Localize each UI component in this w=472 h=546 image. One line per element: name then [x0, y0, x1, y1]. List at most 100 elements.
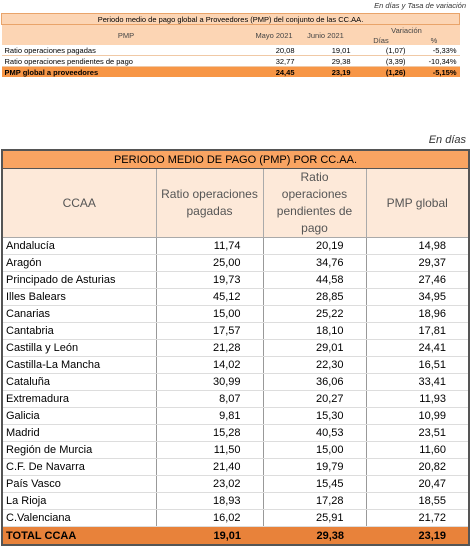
cell: 21,72: [366, 509, 470, 527]
cell: 11,93: [366, 390, 470, 408]
row-label: Región de Murcia: [2, 441, 157, 459]
total-row: TOTAL CCAA 19,01 29,38 23,19: [2, 526, 469, 545]
cell: 17,28: [263, 492, 367, 510]
row: Ratio operaciones pagadas 20,08 19,01 (1,07…: [1, 45, 460, 56]
row-label: La Rioja: [2, 492, 157, 510]
cell: 25,91: [263, 509, 367, 527]
row-label: C.Valenciana: [2, 509, 157, 527]
cell: (1,26): [353, 66, 409, 77]
cell: 24,45: [250, 66, 298, 77]
row: Castilla-La Mancha 14,02 22,30 16,51: [2, 356, 470, 374]
cell: 19,73: [156, 271, 264, 289]
cell: 45,12: [156, 288, 264, 306]
row: Canarias 15,00 25,22 18,96: [2, 305, 470, 323]
cell: 18,55: [366, 492, 470, 510]
row: País Vasco 23,02 15,45 20,47: [2, 475, 470, 493]
header: Junio 2021: [297, 24, 354, 45]
row-label: Andalucía: [2, 237, 157, 255]
cell: 23,19: [366, 526, 469, 545]
row: C.Valenciana 16,02 25,91 21,72: [2, 509, 470, 527]
row-label: Cataluña: [2, 373, 157, 391]
header: Ratio operaciones pendientes de pago: [262, 168, 367, 238]
cell: 17,57: [156, 322, 264, 340]
cell: 40,53: [263, 424, 367, 442]
cell: 15,30: [263, 407, 367, 425]
cell: 20,82: [366, 458, 470, 476]
cell: 25,00: [156, 254, 264, 272]
cell: 16,51: [366, 356, 470, 374]
header: Días: [353, 35, 409, 45]
row: C.F. De Navarra 21,40 19,79 20,82: [2, 458, 470, 476]
header: PMP: [1, 24, 251, 45]
table-title: PERIODO MEDIO DE PAGO (PMP) POR CC.AA.: [2, 150, 469, 169]
cell: 18,96: [366, 305, 470, 323]
cell: 34,76: [263, 254, 367, 272]
cell: 25,22: [263, 305, 367, 323]
cell: 29,38: [263, 526, 366, 545]
cell: 19,79: [263, 458, 367, 476]
row: Principado de Asturias 19,73 44,58 27,46: [2, 271, 470, 289]
cell: 20,27: [263, 390, 367, 408]
cell: 29,37: [366, 254, 470, 272]
cell: 10,99: [366, 407, 470, 425]
row-label: Madrid: [2, 424, 157, 442]
cell: 15,00: [263, 441, 367, 459]
row: PMP global a proveedores 24,45 23,19 (1,26)…: [1, 66, 460, 77]
cell: 29,38: [297, 55, 354, 67]
header: CCAA: [1, 168, 157, 238]
row-label: C.F. De Navarra: [2, 458, 157, 476]
cell: 20,19: [263, 237, 367, 255]
cell: 24,41: [366, 339, 470, 357]
cell: 23,19: [297, 66, 354, 77]
summary-table: Periodo medio de pago global a Proveedor…: [1, 13, 460, 77]
row: Aragón 25,00 34,76 29,37: [2, 254, 470, 272]
cell: (3,39): [353, 55, 409, 67]
row-label: País Vasco: [2, 475, 157, 493]
cell: 19,01: [156, 526, 263, 545]
cell: 18,93: [156, 492, 264, 510]
cell: 16,02: [156, 509, 264, 527]
row: Cataluña 30,99 36,06 33,41: [2, 373, 470, 391]
header: PMP global: [365, 168, 470, 238]
cell: 33,41: [366, 373, 470, 391]
header: %: [408, 35, 460, 45]
cell: 29,01: [263, 339, 367, 357]
row: Región de Murcia 11,50 15,00 11,60: [2, 441, 470, 459]
cell: 15,28: [156, 424, 264, 442]
cell: 23,51: [366, 424, 470, 442]
cell: 15,45: [263, 475, 367, 493]
cell: 21,40: [156, 458, 264, 476]
cell: 34,95: [366, 288, 470, 306]
row: Ratio operaciones pendientes de pago 32,7…: [1, 55, 460, 67]
cell: 19,01: [297, 45, 354, 56]
row: Galicia 9,81 15,30 10,99: [2, 407, 470, 425]
note: En días: [428, 134, 466, 146]
table-title: Periodo medio de pago global a Proveedor…: [1, 13, 460, 25]
row: Extremadura 8,07 20,27 11,93: [2, 390, 470, 408]
row-label: Ratio operaciones pagadas: [1, 45, 251, 56]
cell: 36,06: [263, 373, 367, 391]
cell: 28,85: [263, 288, 367, 306]
cell: 18,10: [263, 322, 367, 340]
row-label: Extremadura: [2, 390, 157, 408]
row: La Rioja 18,93 17,28 18,55: [2, 492, 470, 510]
row-label: Ratio operaciones pendientes de pago: [1, 55, 251, 67]
cell: 15,00: [156, 305, 264, 323]
cell: 32,77: [250, 55, 298, 67]
row-label: TOTAL CCAA: [2, 526, 156, 545]
cell: -10,34%: [408, 55, 460, 67]
cell: 17,81: [366, 322, 470, 340]
row-label: Aragón: [2, 254, 157, 272]
cell: 44,58: [263, 271, 367, 289]
row-label: Canarias: [2, 305, 157, 323]
note: En días y Tasa de variación: [374, 1, 466, 10]
cell: 20,08: [250, 45, 298, 56]
cell: 11,74: [156, 237, 264, 255]
row: Cantabria 17,57 18,10 17,81: [2, 322, 470, 340]
cell: 11,60: [366, 441, 470, 459]
cell: 9,81: [156, 407, 264, 425]
header: Mayo 2021: [250, 24, 298, 45]
cell: -5,15%: [408, 66, 460, 77]
row-label: Cantabria: [2, 322, 157, 340]
